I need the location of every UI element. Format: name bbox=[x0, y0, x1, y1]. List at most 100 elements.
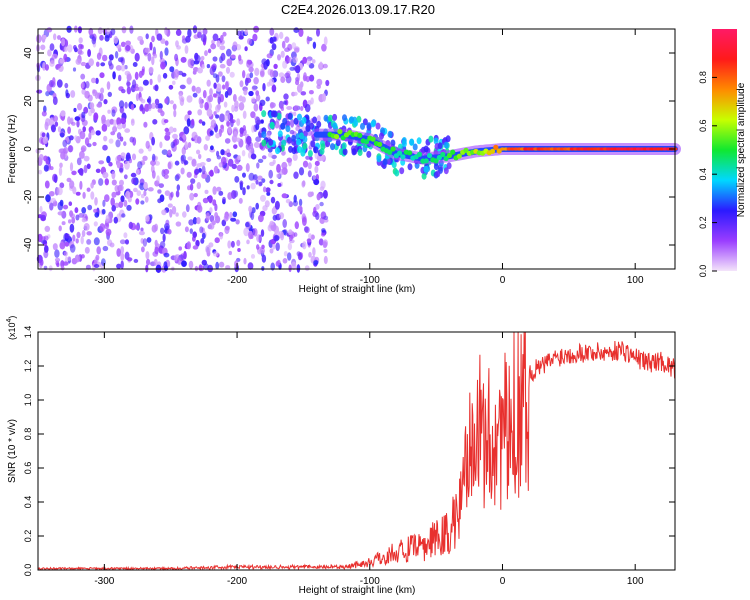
spectrogram-cell bbox=[164, 190, 171, 197]
spectrogram-cell bbox=[293, 232, 298, 237]
spectrogram-cell bbox=[162, 72, 168, 79]
spectrogram-cell bbox=[286, 157, 293, 163]
spectrogram-cell bbox=[108, 138, 114, 144]
spectrogram-cell bbox=[307, 150, 313, 157]
spectrogram-cell bbox=[322, 63, 328, 69]
spectrogram-cell bbox=[145, 215, 150, 222]
spectrogram-cell bbox=[133, 187, 138, 193]
spectrogram-cell bbox=[376, 155, 382, 163]
spectrogram-cell bbox=[323, 36, 328, 46]
spectrogram-cell bbox=[224, 112, 231, 122]
spectrogram-cell bbox=[296, 138, 302, 146]
spectrogram-cell bbox=[156, 175, 160, 183]
spectrogram-cell bbox=[83, 164, 88, 174]
spectrogram-cell bbox=[45, 118, 51, 127]
spectrogram-cell bbox=[246, 135, 252, 145]
spectrogram-cell bbox=[40, 214, 46, 221]
spectrogram-cell bbox=[127, 257, 133, 262]
spectrogram-cell bbox=[100, 62, 106, 67]
spectrogram-cell bbox=[101, 119, 107, 125]
spectrogram-ridge-cell bbox=[370, 136, 376, 142]
spectrogram-cell bbox=[305, 124, 311, 132]
spectrogram-cell bbox=[111, 179, 117, 186]
spectrogram-cell bbox=[93, 221, 98, 227]
spectrogram-cell bbox=[124, 128, 131, 133]
spectrogram-cell bbox=[56, 79, 63, 88]
spectrogram-cell bbox=[206, 79, 211, 87]
spectrogram-cell bbox=[221, 75, 226, 83]
spectrogram-cell bbox=[216, 186, 222, 192]
spectrogram-cell bbox=[446, 162, 452, 170]
spectrogram-cell bbox=[319, 61, 323, 69]
snr-y-ticks: 0.0 0.2 0.4 0.6 0.8 1.0 1.2 1.4 bbox=[23, 326, 675, 576]
spectrogram-ridge-cell bbox=[423, 158, 429, 164]
spectrogram-cell bbox=[195, 239, 200, 247]
spectrogram-cell bbox=[293, 104, 300, 112]
spectrogram-cell bbox=[196, 163, 203, 168]
spectrogram-cell bbox=[112, 125, 118, 133]
spectrogram-cell bbox=[260, 119, 264, 124]
spectrogram-cell bbox=[81, 217, 87, 223]
spectrogram-cell bbox=[159, 241, 166, 249]
spectrogram-cell bbox=[137, 35, 144, 42]
spectrogram-cell bbox=[409, 138, 415, 146]
spectrogram-cell bbox=[59, 182, 65, 189]
spectrogram-cell bbox=[157, 189, 162, 194]
spectrogram-cell bbox=[164, 47, 169, 56]
spectrogram-cell bbox=[296, 264, 301, 273]
spectrogram-cell bbox=[119, 184, 124, 191]
spectrogram-cell bbox=[316, 78, 323, 86]
spectrogram-cell bbox=[104, 194, 110, 203]
spectrogram-cell bbox=[99, 72, 105, 79]
spectrogram-cell bbox=[208, 94, 213, 103]
spectrogram-x-ticks: -300 -200 -100 0 100 bbox=[94, 29, 644, 286]
spectrogram-cell bbox=[261, 139, 267, 147]
spectrogram-cell bbox=[226, 58, 233, 67]
spectrogram-cell bbox=[312, 175, 316, 181]
spectrogram-cell bbox=[269, 102, 274, 109]
spectrogram-cell bbox=[251, 85, 257, 92]
spectrogram-cell bbox=[168, 126, 174, 134]
spectrogram-ridge-cell bbox=[337, 129, 343, 135]
spectrogram-cell bbox=[116, 117, 122, 126]
spectrogram-cell bbox=[197, 109, 203, 116]
spectrogram-cell bbox=[284, 72, 291, 79]
x-tick-label: 100 bbox=[627, 576, 644, 587]
spectrogram-cell bbox=[189, 183, 194, 191]
spectrogram-cell bbox=[75, 214, 80, 221]
spectrogram-cell bbox=[71, 216, 76, 224]
spectrogram-cell bbox=[74, 135, 78, 141]
spectrogram-cell bbox=[203, 34, 207, 43]
spectrogram-cell bbox=[287, 252, 292, 261]
spectrogram-cell bbox=[80, 145, 87, 153]
spectrogram-cell bbox=[71, 121, 76, 126]
spectrogram-cell bbox=[164, 265, 168, 272]
spectrogram-cell bbox=[230, 190, 237, 199]
spectrogram-cell bbox=[105, 228, 112, 236]
spectrogram-cell bbox=[238, 197, 243, 204]
spectrogram-cell bbox=[170, 191, 174, 198]
spectrogram-cell bbox=[234, 176, 240, 183]
spectrogram-cell bbox=[124, 160, 130, 170]
spectrogram-cell bbox=[224, 226, 230, 235]
spectrogram-cell bbox=[315, 204, 320, 210]
spectrogram-cell bbox=[261, 244, 265, 250]
spectrogram-cell bbox=[57, 35, 61, 40]
spectrogram-cell bbox=[282, 258, 288, 264]
spectrogram-cell bbox=[288, 264, 292, 273]
spectrogram-cell bbox=[145, 251, 150, 260]
y-tick-label: 20 bbox=[23, 95, 34, 107]
spectrogram-cell bbox=[277, 259, 281, 266]
spectrogram-cell bbox=[84, 137, 90, 146]
spectrogram-cell bbox=[258, 214, 264, 223]
spectrogram-cell bbox=[243, 227, 250, 237]
spectrogram-cell bbox=[164, 98, 168, 104]
spectrogram-cell bbox=[58, 166, 63, 176]
spectrogram-cell bbox=[316, 115, 321, 122]
spectrogram-cell bbox=[126, 152, 131, 160]
spectrogram-cell bbox=[135, 93, 140, 102]
spectrogram-cell bbox=[99, 223, 105, 232]
spectrogram-cell bbox=[225, 81, 229, 91]
spectrogram-cell bbox=[134, 52, 140, 62]
spectrogram-cell bbox=[183, 251, 187, 260]
